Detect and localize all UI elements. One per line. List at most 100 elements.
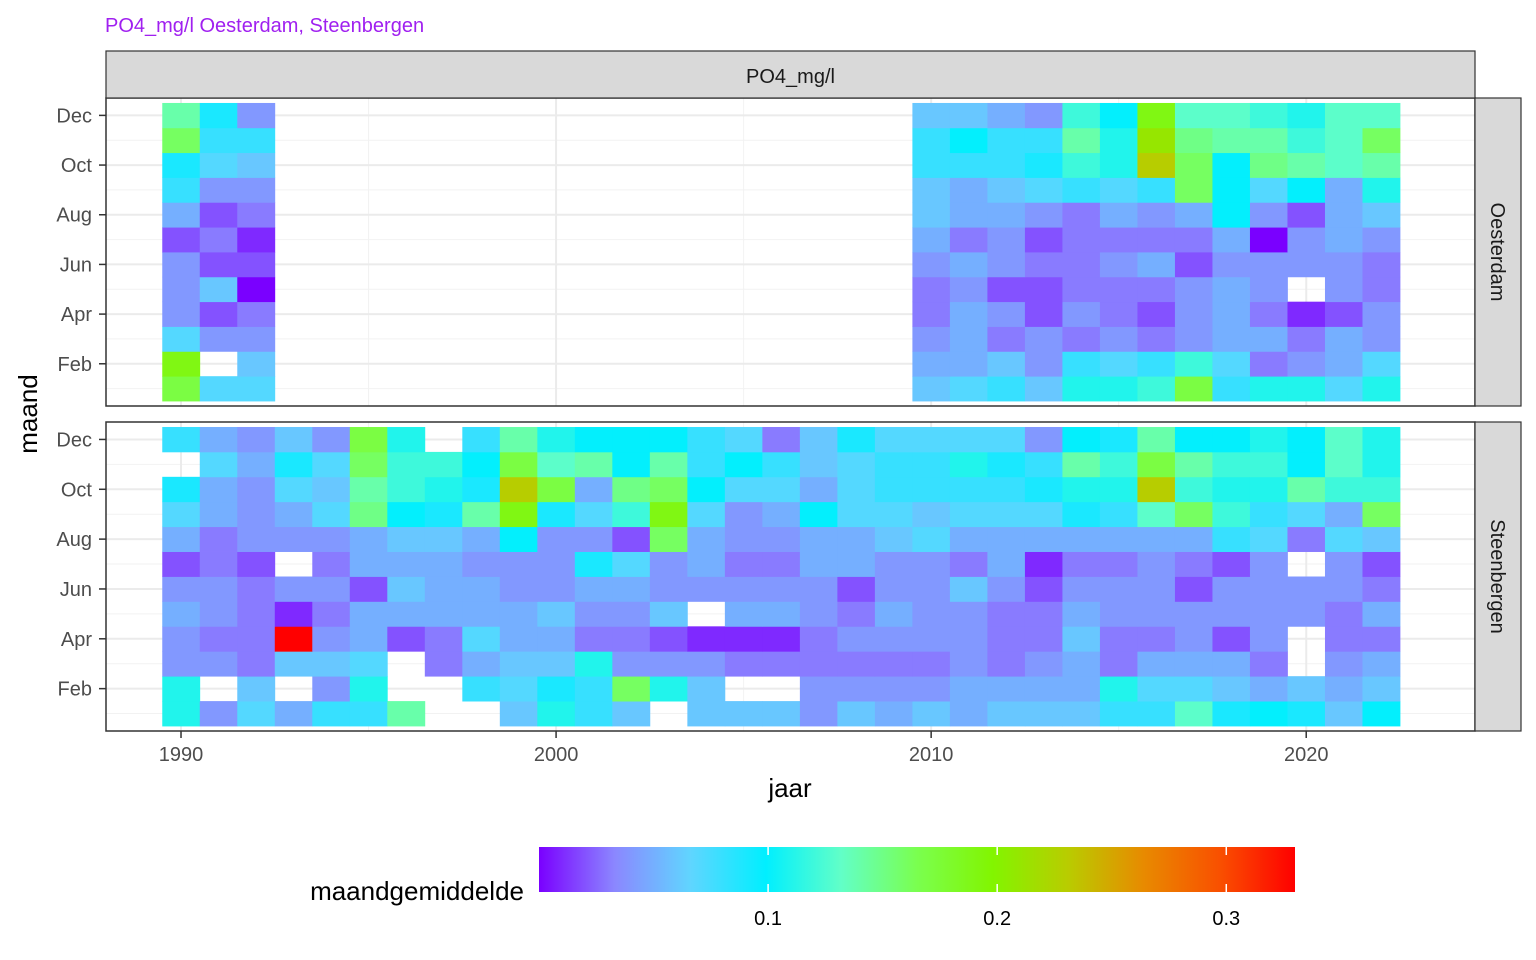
- heatmap-cell: [724, 651, 763, 677]
- heatmap-cell: [387, 601, 426, 627]
- heatmap-cell: [1362, 326, 1401, 352]
- heatmap-cell: [649, 676, 688, 702]
- heatmap-cell: [1137, 351, 1176, 377]
- heatmap-cell: [1174, 551, 1213, 577]
- heatmap-cell: [162, 301, 201, 327]
- heatmap-cell: [237, 576, 276, 602]
- heatmap-cell: [1099, 252, 1138, 278]
- heatmap-cell: [874, 701, 913, 727]
- heatmap-cell: [1137, 102, 1176, 129]
- heatmap-cell: [687, 676, 726, 702]
- heatmap-cell: [949, 227, 988, 253]
- heatmap-cell: [874, 576, 913, 602]
- heatmap-cell: [1212, 276, 1251, 303]
- heatmap-cell: [199, 451, 238, 478]
- heatmap-cell: [1024, 202, 1063, 228]
- heatmap-cell: [762, 476, 801, 503]
- heatmap-cell: [687, 451, 726, 478]
- heatmap-cell: [912, 376, 951, 402]
- y-tick-label: Oct: [61, 155, 93, 177]
- heatmap-cell: [1287, 127, 1326, 154]
- heatmap-cell: [912, 177, 951, 203]
- heatmap-cell: [199, 252, 238, 278]
- heatmap-cell: [1362, 276, 1401, 303]
- heatmap-cell: [1062, 701, 1101, 727]
- heatmap-cell: [1249, 426, 1288, 453]
- heatmap-cell: [1249, 227, 1288, 253]
- heatmap-cell: [1137, 676, 1176, 702]
- heatmap-cell: [1062, 451, 1101, 478]
- heatmap-cell: [1174, 576, 1213, 602]
- heatmap-cell: [1024, 526, 1063, 552]
- heatmap-cell: [1249, 102, 1288, 129]
- heatmap-cell: [1062, 426, 1101, 453]
- y-tick-label: Jun: [60, 254, 92, 276]
- heatmap-cell: [1137, 626, 1176, 652]
- heatmap-cell: [162, 651, 201, 677]
- heatmap-cell: [462, 526, 501, 552]
- heatmap-cell: [1174, 451, 1213, 478]
- heatmap-cell: [1212, 102, 1251, 129]
- heatmap-cell: [162, 351, 201, 377]
- heatmap-cell: [1174, 227, 1213, 253]
- heatmap-cell: [1287, 476, 1326, 503]
- heatmap-cell: [1099, 551, 1138, 577]
- heatmap-cell: [274, 626, 313, 652]
- heatmap-cell: [1024, 626, 1063, 652]
- heatmap-cell: [799, 501, 838, 528]
- heatmap-cell: [1099, 102, 1138, 129]
- heatmap-cell: [387, 451, 426, 478]
- heatmap-cell: [237, 501, 276, 528]
- heatmap-cell: [987, 376, 1026, 402]
- heatmap-cell: [1099, 351, 1138, 377]
- heatmap-cell: [912, 476, 951, 503]
- heatmap-cell: [237, 326, 276, 352]
- heatmap-cell: [987, 351, 1026, 377]
- heatmap-cell: [949, 576, 988, 602]
- heatmap-cell: [274, 701, 313, 727]
- heatmap-cell: [1174, 676, 1213, 702]
- y-axis-label: maand: [13, 374, 43, 454]
- heatmap-cell: [1249, 152, 1288, 178]
- heatmap-cell: [199, 601, 238, 627]
- heatmap-cell: [237, 177, 276, 203]
- heatmap-cell: [687, 576, 726, 602]
- heatmap-cell: [1362, 626, 1401, 652]
- heatmap-cell: [1212, 451, 1251, 478]
- top-strip-label: PO4_mg/l: [746, 66, 835, 88]
- heatmap-cell: [1137, 177, 1176, 203]
- heatmap-cell: [874, 426, 913, 453]
- heatmap-cell: [1024, 351, 1063, 377]
- heatmap-cell: [724, 476, 763, 503]
- heatmap-cell: [349, 526, 388, 552]
- heatmap-cell: [1249, 626, 1288, 652]
- heatmap-cell: [987, 152, 1026, 178]
- heatmap-cell: [1137, 701, 1176, 727]
- heatmap-cell: [1137, 252, 1176, 278]
- heatmap-cell: [649, 651, 688, 677]
- heatmap-cell: [462, 551, 501, 577]
- heatmap-cell: [574, 501, 613, 528]
- heatmap-cell: [1287, 601, 1326, 627]
- heatmap-cell: [199, 626, 238, 652]
- heatmap-cell: [1024, 676, 1063, 702]
- heatmap-cell: [499, 626, 538, 652]
- heatmap-cell: [1324, 102, 1363, 129]
- heatmap-cell: [387, 701, 426, 727]
- heatmap-cell: [949, 102, 988, 129]
- heatmap-cell: [874, 476, 913, 503]
- heatmap-cell: [1324, 326, 1363, 352]
- heatmap-cell: [1249, 301, 1288, 327]
- heatmap-cell: [1062, 127, 1101, 154]
- heatmap-cell: [1212, 301, 1251, 327]
- heatmap-cell: [1212, 651, 1251, 677]
- heatmap-cell: [1174, 501, 1213, 528]
- heatmap-cell: [1324, 651, 1363, 677]
- heatmap-cell: [574, 676, 613, 702]
- heatmap-cell: [162, 576, 201, 602]
- heatmap-cell: [724, 701, 763, 727]
- heatmap-cell: [537, 676, 576, 702]
- heatmap-cell: [1024, 551, 1063, 577]
- heatmap-cell: [799, 626, 838, 652]
- legend-tick-label: 0.3: [1212, 908, 1240, 930]
